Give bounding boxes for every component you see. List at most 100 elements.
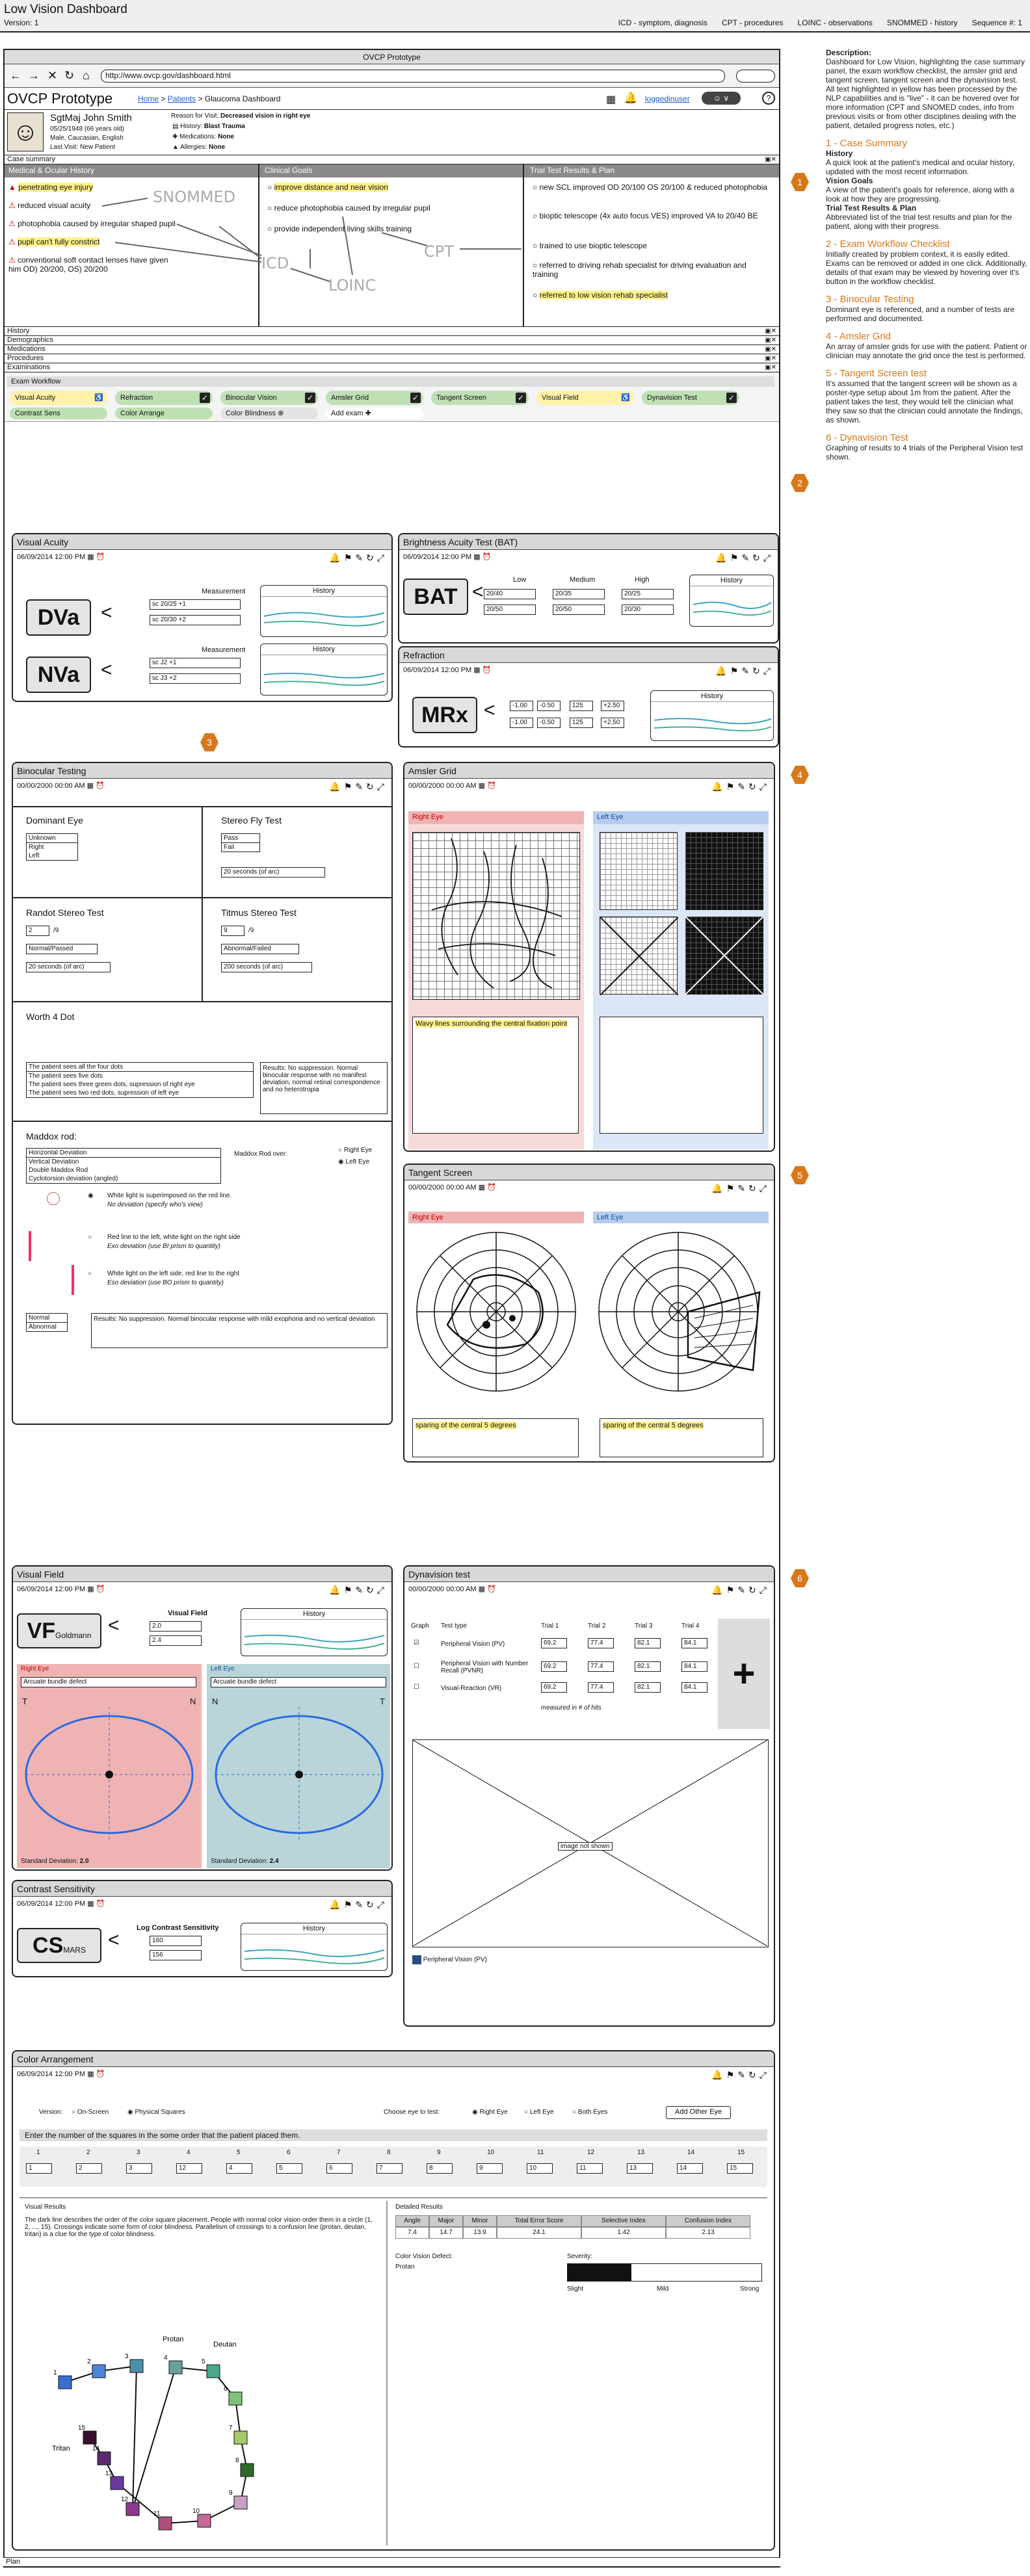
goal-item[interactable]: reduce photophobia caused by irregular p… (274, 203, 430, 213)
amsler-grid-small-1[interactable] (600, 832, 678, 910)
section-controls-icon[interactable]: ▣✕ (765, 337, 776, 344)
dyn-value[interactable]: 77.4 (588, 1638, 614, 1648)
vf-history[interactable]: History (241, 1608, 388, 1656)
ref-field[interactable]: 125 (570, 701, 593, 711)
radio-physical[interactable]: ◉ Physical Squares (127, 2109, 185, 2116)
order-input[interactable]: 14 (677, 2163, 703, 2174)
history-item[interactable]: pupil can't fully constrict (18, 237, 100, 246)
wf-amsler[interactable]: Amsler Grid ✓ (326, 391, 423, 405)
section-medications[interactable]: Medications ▣✕ (5, 345, 779, 354)
panel-tools-icon[interactable]: 🔔⚑✎↻⤢ (711, 1585, 770, 1595)
add-trial-button[interactable]: + (718, 1619, 770, 1729)
maddox-result[interactable]: Results: No suppression. Normal binocula… (91, 1313, 388, 1348)
dyn-value[interactable]: 82.1 (635, 1661, 661, 1672)
wf-add-exam[interactable]: Add exam ✚ (326, 408, 423, 419)
bat-history[interactable]: History (689, 575, 774, 627)
ref-field[interactable]: +2.50 (601, 718, 624, 728)
section-examinations[interactable]: Examinations ▣✕ (5, 363, 779, 372)
order-input[interactable]: 7 (376, 2163, 403, 2174)
wf-binocular[interactable]: Binocular Vision ✓ (220, 391, 318, 405)
maddox-option-3[interactable]: ○ (88, 1270, 92, 1277)
history-item[interactable]: penetrating eye injury (18, 183, 93, 192)
url-field[interactable]: http://www.ovcp.gov/dashboard.html (101, 70, 725, 83)
section-controls-icon[interactable]: ▣✕ (765, 364, 776, 371)
ref-field[interactable]: -1.00 (510, 701, 533, 711)
titmus-number[interactable]: 9 (221, 926, 244, 936)
bat-low-1[interactable]: 20/40 (484, 589, 536, 599)
dyn-value[interactable]: 82.1 (635, 1638, 661, 1648)
add-other-eye-button[interactable]: Add Other Eye (666, 2106, 731, 2119)
goal-item[interactable]: improve distance and near vision (274, 183, 389, 192)
order-input[interactable]: 15 (727, 2163, 753, 2174)
maddox-normal-select[interactable]: Normal Abnormal (26, 1313, 68, 1332)
amsler-grid-small-3[interactable] (600, 917, 679, 996)
randot-select[interactable]: Normal/Passed (26, 944, 98, 954)
ref-field[interactable]: -0.50 (537, 701, 561, 711)
section-controls-icon[interactable]: ▣✕ (765, 346, 776, 353)
dyn-value[interactable]: 69.2 (541, 1682, 567, 1693)
maddox-option-1[interactable]: ◉ (88, 1192, 94, 1199)
trial-item[interactable]: trained to use bioptic telescope (539, 241, 648, 250)
amsler-grid-small-2[interactable] (685, 832, 763, 910)
browser-search[interactable] (736, 70, 775, 83)
radio-left[interactable]: ○ Left Eye (524, 2109, 554, 2116)
radio-right-eye[interactable]: ○ Right Eye (338, 1147, 373, 1154)
panel-tools-icon[interactable]: 🔔⚑✎↻⤢ (711, 2070, 770, 2080)
amsler-grid-small-4[interactable] (685, 916, 764, 995)
vf-charts[interactable] (17, 1694, 390, 1850)
dyn-value[interactable]: 69.2 (541, 1661, 567, 1672)
tangent-charts[interactable] (408, 1227, 773, 1396)
trial-item[interactable]: new SCL improved OD 20/100 OS 20/100 & r… (539, 183, 768, 192)
history-item[interactable]: reduced visual acuity (18, 201, 91, 210)
wf-refraction[interactable]: Refraction ✓ (115, 391, 213, 405)
panel-tools-icon[interactable]: 🔔⚑✎↻⤢ (329, 781, 388, 792)
bat-med-2[interactable]: 20/50 (553, 605, 605, 615)
randot-number[interactable]: 2 (26, 926, 49, 936)
dyn-value[interactable]: 84.1 (681, 1682, 707, 1693)
ref-field[interactable]: +2.50 (601, 701, 624, 711)
bat-med-1[interactable]: 20/35 (553, 589, 605, 599)
dva-field-1[interactable]: sc 20/25 +1 (150, 599, 241, 610)
wf-color-blindness[interactable]: Color Blindness ⊗ (220, 408, 318, 419)
panel-tools-icon[interactable]: 🔔⚑✎↻⤢ (715, 553, 774, 563)
dyn-value[interactable]: 77.4 (588, 1661, 614, 1672)
order-input[interactable]: 13 (627, 2163, 653, 2174)
calendar-icon[interactable]: ▦ (606, 94, 616, 105)
ref-history[interactable]: History (650, 690, 774, 741)
graph-checkbox[interactable]: ☐ (414, 1663, 419, 1670)
bat-low-2[interactable]: 20/50 (484, 605, 536, 615)
cs-field-1[interactable]: 160 (150, 1936, 202, 1946)
titmus-value[interactable]: 200 seconds (of arc) (221, 962, 312, 972)
wf-dynavision[interactable]: Dynavision Test ✓ (642, 391, 739, 405)
order-input[interactable]: 11 (577, 2163, 603, 2174)
cs-field-2[interactable]: 156 (150, 1950, 202, 1960)
amsler-note-left[interactable] (600, 1017, 763, 1134)
order-input[interactable]: 1 (26, 2163, 52, 2174)
wf-color-arrange[interactable]: Color Arrange (115, 408, 213, 419)
history-item[interactable]: conventional soft contact lenses have gi… (8, 255, 168, 274)
order-input[interactable]: 5 (276, 2163, 302, 2174)
nva-field-1[interactable]: sc J2 +1 (150, 658, 241, 668)
crumb-patients[interactable]: Patients (167, 94, 196, 103)
wf-visual-field[interactable]: Visual Field ♿ (536, 391, 634, 405)
dyn-value[interactable]: 69.2 (541, 1638, 567, 1648)
section-history[interactable]: History ▣✕ (5, 327, 779, 336)
section-demographics[interactable]: Demographics ▣✕ (5, 336, 779, 345)
bat-high-1[interactable]: 20/25 (622, 589, 674, 599)
vf-field-2[interactable]: 2.4 (150, 1635, 202, 1646)
forward-icon[interactable]: → (28, 69, 40, 82)
titmus-select[interactable]: Abnormal/Failed (221, 944, 299, 954)
panel-tools-icon[interactable]: 🔔⚑✎↻⤢ (711, 781, 770, 792)
section-case-summary[interactable]: Case summary ▣✕ (5, 155, 779, 164)
dva-history[interactable]: History (260, 585, 388, 637)
section-controls-icon[interactable]: ▣✕ (765, 156, 776, 163)
user-link[interactable]: loggedinuser (645, 94, 690, 103)
section-controls-icon[interactable]: ▣✕ (765, 328, 776, 335)
panel-tools-icon[interactable]: 🔔⚑✎↻⤢ (715, 666, 774, 676)
order-input[interactable]: 12 (176, 2163, 202, 2174)
radio-right[interactable]: ◉ Right Eye (472, 2109, 508, 2116)
bell-icon[interactable]: 🔔 (624, 92, 638, 104)
order-input[interactable]: 10 (527, 2163, 553, 2174)
randot-value[interactable]: 20 seconds (of arc) (26, 962, 111, 972)
tangent-note-left[interactable]: sparing of the central 5 degrees (600, 1418, 763, 1457)
